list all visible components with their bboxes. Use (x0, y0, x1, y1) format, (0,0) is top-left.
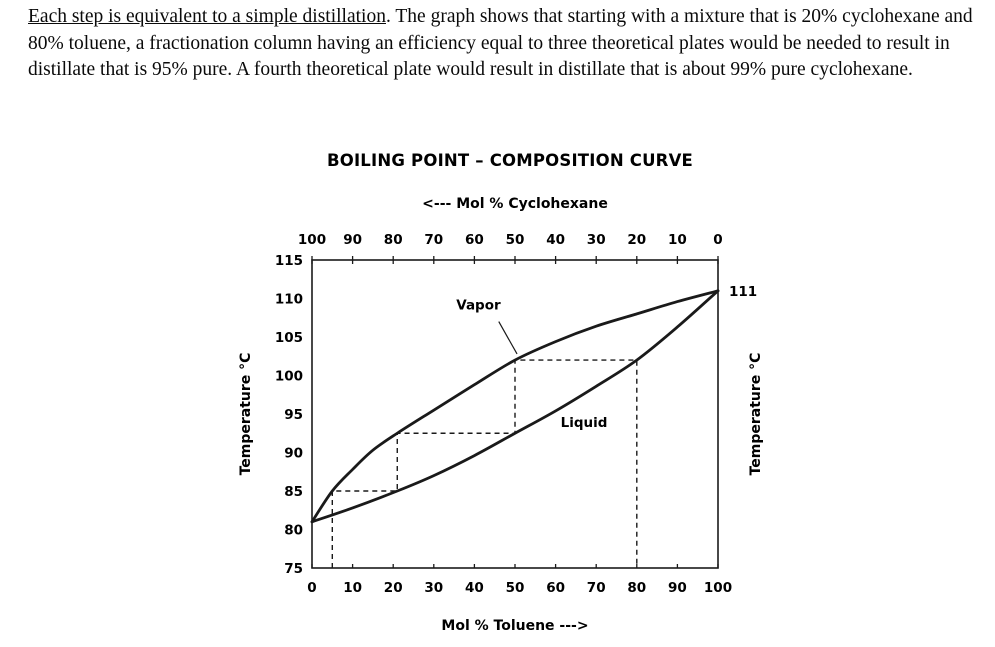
bottom-axis-tick-label: 20 (384, 580, 403, 596)
top-axis-tick-label: 20 (627, 232, 646, 248)
paragraph-underlined-text: Each step is equivalent to a simple dist… (28, 6, 386, 27)
bottom-axis-tick-label: 70 (587, 580, 606, 596)
figure-boiling-point-curve: BOILING POINT – COMPOSITION CURVE 100 90 8… (230, 150, 790, 644)
distillation-steps-dashed-line (331, 359, 638, 568)
bottom-axis-tick-label: 0 (307, 580, 316, 596)
bottom-axis-tick-label: 50 (506, 580, 525, 596)
y-axis-tick-label: 105 (275, 330, 303, 346)
right-edge-annotation: 111 (729, 284, 757, 300)
top-axis-tick-label: 30 (587, 232, 606, 248)
top-axis-tick-label: 100 (298, 232, 326, 248)
top-axis-tick-label: 90 (343, 232, 362, 248)
y-axis-tick-label: 75 (284, 561, 303, 577)
curve-label-liquid: Liquid (561, 415, 608, 431)
y-axis-tick-label: 95 (284, 407, 303, 423)
bottom-axis-label: Mol % Toluene ---> (441, 618, 588, 634)
y-axis-tick-label: 85 (284, 484, 303, 500)
bottom-axis-tick-label: 30 (424, 580, 443, 596)
bottom-axis-tick-label: 60 (546, 580, 565, 596)
paragraph-body-text: . The graph shows that starting with a m… (28, 6, 973, 80)
y-axis-tick-label: 90 (284, 446, 303, 462)
paragraph: Each step is equivalent to a simple dist… (28, 4, 973, 84)
bottom-axis-tick-label: 100 (704, 580, 732, 596)
top-axis-tick-label: 50 (506, 232, 525, 248)
chart-title: BOILING POINT – COMPOSITION CURVE (326, 151, 694, 170)
y-axis-tick-label: 110 (275, 292, 303, 308)
y-axis-tick-label: 115 (275, 253, 303, 269)
top-axis-label: <--- Mol % Cyclohexane (422, 196, 608, 212)
curve-label-vapor: Vapor (456, 297, 501, 313)
annotation-pointer-vapor (498, 321, 518, 355)
liquid-curve (310, 289, 720, 524)
top-axis-tick-label: 60 (465, 232, 484, 248)
chart-svg: 100 90 80 70 60 50 40 30 20 10 00 10 20 30 40 50 60 70 80 9… (238, 196, 764, 634)
bottom-axis-tick-label: 90 (668, 580, 687, 596)
y-axis-tick-label: 100 (275, 369, 303, 385)
y-axis-tick-label: 80 (284, 523, 303, 539)
right-axis-label: Temperature °C (748, 353, 764, 476)
bottom-axis-tick-label: 10 (343, 580, 362, 596)
top-axis-tick-label: 70 (424, 232, 443, 248)
top-axis-tick-label: 80 (384, 232, 403, 248)
top-axis-tick-label: 10 (668, 232, 687, 248)
left-axis-label: Temperature °C (238, 353, 254, 476)
bottom-axis-tick-label: 40 (465, 580, 484, 596)
vapor-curve (310, 289, 720, 524)
bottom-axis-tick-label: 80 (627, 580, 646, 596)
top-axis-tick-label: 0 (713, 232, 722, 248)
top-axis-tick-label: 40 (546, 232, 565, 248)
